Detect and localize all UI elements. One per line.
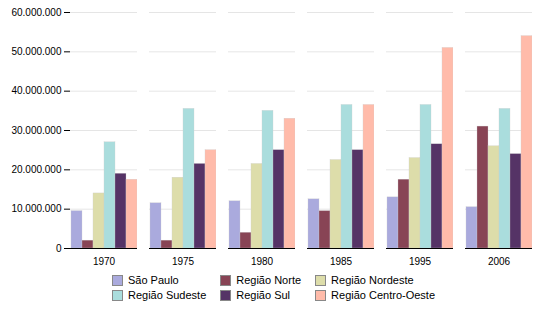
svg-text:30.000.000: 30.000.000	[11, 125, 61, 136]
html-text:São Paulo: São Paulo	[128, 274, 179, 286]
html-text:Região Sudeste: Região Sudeste	[128, 289, 207, 301]
svg-text:10.000.000: 10.000.000	[11, 203, 61, 214]
svg-text:50.000.000: 50.000.000	[11, 46, 61, 57]
svg-text:20.000.000: 20.000.000	[11, 164, 61, 175]
html-text:Região Nordeste: Região Nordeste	[331, 274, 414, 286]
html-text:Região Centro-Oeste: Região Centro-Oeste	[331, 289, 435, 301]
svg-text:1970: 1970	[93, 256, 116, 267]
svg-text:1975: 1975	[172, 256, 195, 267]
svg-text:40.000.000: 40.000.000	[11, 85, 61, 96]
svg-text:1980: 1980	[251, 256, 274, 267]
svg-text:1995: 1995	[409, 256, 432, 267]
html-text:Região Norte: Região Norte	[236, 274, 302, 286]
svg-text:1985: 1985	[330, 256, 353, 267]
svg-text:60.000.000: 60.000.000	[11, 7, 61, 18]
svg-text:0: 0	[56, 243, 62, 254]
html-text:Região Sul: Região Sul	[236, 289, 291, 301]
svg-text:2006: 2006	[488, 256, 511, 267]
